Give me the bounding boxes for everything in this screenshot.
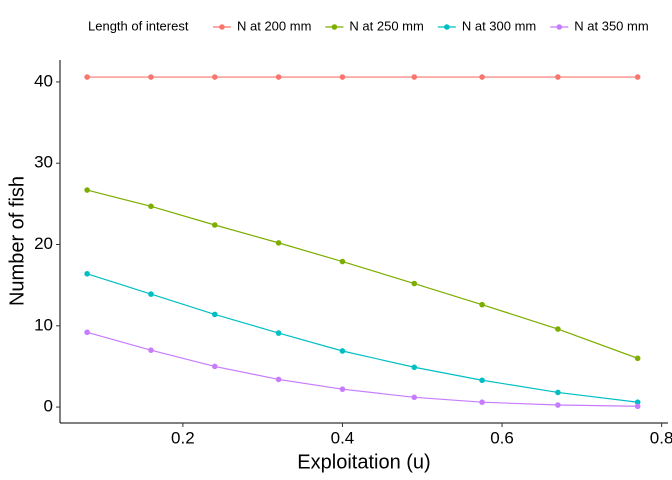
data-point [634,403,641,410]
legend-label: N at 200 mm [237,18,311,33]
y-tick-label: 0 [44,397,53,416]
data-point [148,291,154,297]
legend-key-point [219,24,225,30]
data-point [479,74,485,80]
x-tick-label: 0.4 [331,428,355,447]
data-point [411,364,418,371]
y-tick-label: 30 [34,153,53,172]
x-tick-label: 0.8 [650,428,672,447]
series-line [86,331,638,407]
data-point [211,222,218,228]
data-point [339,348,346,354]
data-point [275,330,282,336]
legend-label: N at 250 mm [349,18,423,33]
data-point [275,376,282,383]
legend-label: N at 350 mm [574,18,648,33]
data-point [634,74,641,80]
data-point [84,270,90,277]
y-tick-label: 20 [34,234,53,253]
data-point [479,377,485,384]
series-line [86,189,638,359]
data-point [339,74,346,80]
data-point [411,74,418,80]
data-point [211,363,218,370]
data-point [479,301,485,308]
data-point [211,74,218,80]
data-point [84,329,90,336]
legend-title: Length of interest [88,18,189,33]
y-tick-label: 10 [34,315,53,334]
data-point [555,389,561,396]
data-point [634,355,641,362]
data-point [479,399,485,405]
data-point [339,258,346,265]
y-tick-label: 40 [34,71,53,90]
series-line [86,273,638,403]
legend-key-point [556,24,563,30]
data-point [634,399,641,405]
data-point [275,240,282,246]
data-point [411,280,418,287]
data-point [148,347,154,353]
data-point [411,394,418,401]
x-axis-title: Exploitation (u) [297,451,430,473]
x-tick-label: 0.2 [171,428,195,447]
x-tick-label: 0.6 [490,428,514,447]
data-point [275,74,282,80]
legend-key-point [331,24,338,30]
legend-key-point [444,24,450,30]
data-point [84,74,90,80]
data-point [339,386,346,392]
data-point [555,326,561,332]
y-axis-title: Number of fish [6,176,28,306]
data-point [84,187,90,193]
data-point [148,203,154,210]
legend-label: N at 300 mm [462,18,536,33]
data-point [555,74,561,80]
data-point [555,402,561,408]
data-point [148,74,154,80]
data-point [211,311,218,318]
